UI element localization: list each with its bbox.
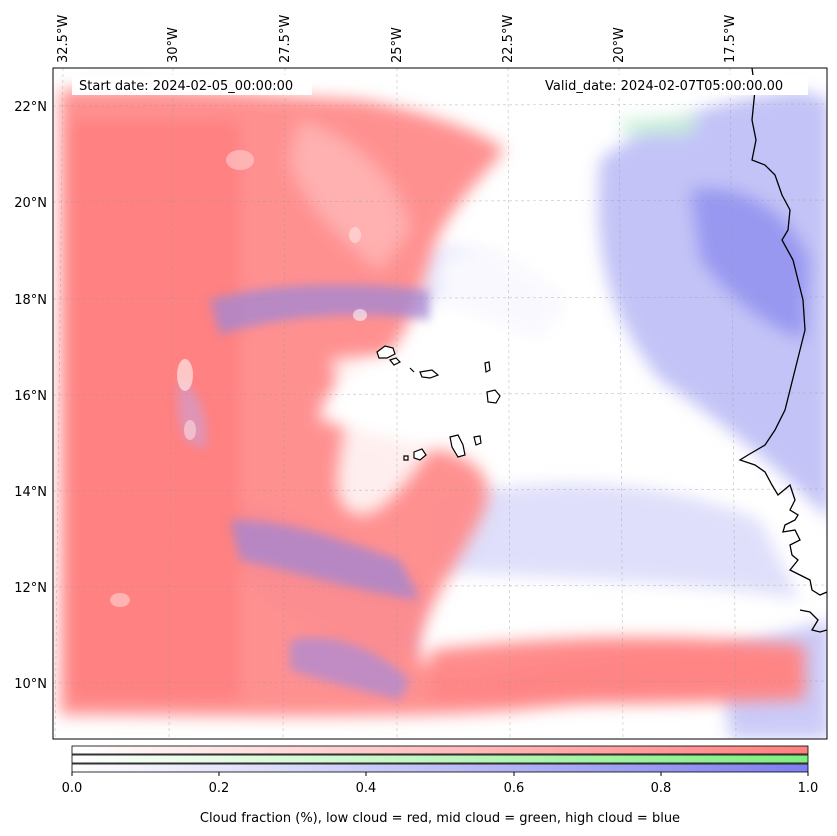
- map-frame: [52, 67, 828, 740]
- island-boa-vista: [486, 389, 501, 404]
- start-date-text: Start date: 2024-02-05_00:00:00: [79, 79, 293, 94]
- colorbar-high-cloud: [71, 763, 809, 773]
- lon-label: 30°W: [166, 27, 181, 63]
- colorbar: 0.0 0.2 0.4 0.6 0.8 1.0 Cloud fraction (…: [62, 745, 819, 826]
- valid-date-text: Valid_date: 2024-02-07T05:00:00.00: [545, 79, 783, 94]
- latitude-labels: 22°N 20°N 18°N 16°N 14°N 12°N 10°N: [14, 100, 47, 692]
- cape-verde-islands: [376, 345, 501, 461]
- lon-label: 25°W: [390, 27, 405, 63]
- valid-date-box: [538, 75, 808, 95]
- colorbar-tick-label: 0.8: [651, 781, 672, 796]
- lat-label: 12°N: [14, 581, 47, 596]
- coastline: [738, 68, 827, 633]
- colorbar-title: Cloud fraction (%), low cloud = red, mid…: [200, 811, 680, 826]
- longitude-labels: 32.5°W 30°W 27.5°W 25°W 22.5°W 20°W 17.5…: [56, 15, 738, 63]
- island-santa-luzia: [409, 367, 415, 373]
- lon-label: 27.5°W: [278, 15, 293, 63]
- lon-label: 20°W: [612, 27, 627, 63]
- island-sao-nicolau: [419, 369, 440, 379]
- clear-sky-region: [330, 249, 564, 515]
- lat-label: 20°N: [14, 196, 47, 211]
- island-fogo: [413, 448, 427, 461]
- lat-label: 14°N: [14, 485, 47, 500]
- island-sal: [484, 361, 491, 373]
- colorbar-ticks: [71, 772, 809, 776]
- lat-label: 10°N: [14, 677, 47, 692]
- graticule: [53, 68, 827, 739]
- island-brava: [403, 455, 409, 461]
- lat-label: 16°N: [14, 389, 47, 404]
- lat-label: 22°N: [14, 100, 47, 115]
- lon-label: 22.5°W: [501, 15, 516, 63]
- island-santo-antao: [376, 345, 396, 359]
- island-maio: [473, 435, 482, 446]
- colorbar-tick-label: 1.0: [798, 781, 819, 796]
- colorbar-low-cloud: [71, 745, 809, 755]
- island-sao-vicente: [388, 357, 402, 366]
- start-date-box: [72, 75, 312, 95]
- island-santiago: [449, 434, 466, 458]
- lat-label: 18°N: [14, 293, 47, 308]
- colorbar-tick-label: 0.0: [62, 781, 83, 796]
- colorbar-mid-cloud: [71, 754, 809, 764]
- cloud-texture: [110, 150, 367, 607]
- colorbar-tick-label: 0.4: [356, 781, 377, 796]
- colorbar-tick-label: 0.2: [209, 781, 230, 796]
- colorbar-tick-label: 0.6: [504, 781, 525, 796]
- lon-label: 17.5°W: [723, 15, 738, 63]
- lon-label: 32.5°W: [56, 15, 71, 63]
- cloud-layers: [60, 88, 827, 739]
